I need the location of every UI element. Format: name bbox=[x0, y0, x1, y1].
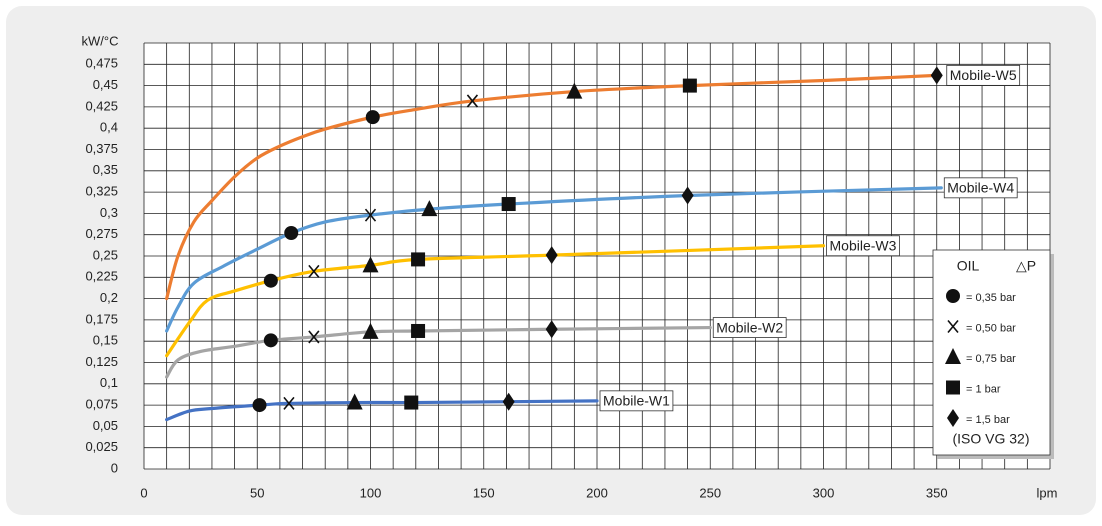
y-tick-label: 0 bbox=[111, 460, 118, 475]
legend-title: OIL bbox=[957, 258, 980, 274]
marker-x bbox=[308, 330, 320, 344]
marker-square bbox=[404, 395, 419, 410]
marker-circle bbox=[365, 110, 380, 125]
legend-note: (ISO VG 32) bbox=[952, 431, 1029, 447]
y-tick-label: 0,1 bbox=[100, 375, 118, 390]
marker-circle bbox=[946, 289, 960, 303]
marker-triangle bbox=[945, 348, 961, 364]
x-tick-label: 350 bbox=[926, 485, 948, 500]
y-tick-label: 0,4 bbox=[100, 120, 118, 135]
y-tick-label: 0,225 bbox=[85, 269, 118, 284]
series-label: Mobile-W2 bbox=[716, 319, 783, 335]
legend-label: = 0,35 bar bbox=[966, 292, 1016, 304]
marker-square bbox=[946, 380, 960, 395]
y-tick-label: 0,25 bbox=[93, 247, 118, 262]
y-tick-label: 0,3 bbox=[100, 205, 118, 220]
y-tick-label: 0,175 bbox=[85, 311, 118, 326]
marker-x bbox=[283, 396, 295, 410]
marker-diamond bbox=[545, 320, 558, 339]
x-tick-label: 250 bbox=[699, 485, 721, 500]
legend: OIL △P = 0,35 bar = 0,50 bar = 0,75 bar = 1 b… bbox=[932, 249, 1054, 459]
series-label-box bbox=[599, 390, 674, 412]
series-label-box bbox=[712, 317, 787, 338]
legend-label: = 0,50 bar bbox=[966, 322, 1016, 334]
series-line bbox=[165, 186, 943, 333]
y-tick-label: 0,2 bbox=[100, 290, 118, 305]
series-label: Mobile-W5 bbox=[950, 67, 1017, 83]
x-tick-label: 0 bbox=[140, 485, 147, 500]
marker-square bbox=[682, 78, 697, 93]
marker-diamond bbox=[930, 66, 943, 85]
y-tick-label: 0,125 bbox=[85, 354, 118, 369]
series-label: Mobile-W4 bbox=[947, 180, 1014, 196]
marker-circle bbox=[263, 273, 278, 288]
x-axis-label: lpm bbox=[1037, 485, 1058, 500]
marker-square bbox=[411, 252, 426, 267]
marker-circle bbox=[252, 398, 267, 413]
marker-x bbox=[947, 319, 959, 334]
y-tick-label: 0,275 bbox=[85, 226, 118, 241]
marker-triangle bbox=[362, 322, 379, 339]
x-tick-label: 50 bbox=[250, 485, 264, 500]
y-tick-label: 0,45 bbox=[93, 77, 118, 92]
marker-diamond bbox=[502, 392, 515, 411]
legend-label: = 1 bar bbox=[966, 383, 1001, 395]
series-label-box bbox=[943, 177, 1018, 199]
series-label: Mobile-W3 bbox=[830, 237, 897, 253]
y-tick-label: 0,475 bbox=[85, 56, 118, 71]
marker-triangle bbox=[566, 82, 583, 99]
marker-square bbox=[411, 323, 426, 338]
legend-label: = 0,75 bar bbox=[966, 353, 1016, 365]
legend-symbol: △P bbox=[1016, 258, 1036, 274]
marker-circle bbox=[263, 333, 278, 348]
marker-diamond bbox=[681, 186, 694, 205]
legend-label: = 1,5 bar bbox=[966, 414, 1010, 426]
y-axis-label: kW/°C bbox=[82, 33, 119, 48]
marker-x bbox=[364, 208, 377, 222]
series-label: Mobile-W1 bbox=[603, 393, 670, 409]
series-line bbox=[165, 244, 826, 358]
series-label-box bbox=[826, 235, 900, 257]
marker-triangle bbox=[421, 200, 438, 217]
marker-triangle bbox=[362, 256, 379, 273]
y-tick-label: 0,35 bbox=[93, 162, 118, 177]
marker-triangle bbox=[346, 393, 363, 410]
marker-square bbox=[501, 197, 516, 212]
y-tick-label: 0,425 bbox=[85, 98, 118, 113]
y-tick-label: 0,025 bbox=[85, 439, 118, 454]
y-tick-label: 0,075 bbox=[85, 397, 118, 412]
marker-diamond bbox=[947, 409, 959, 427]
y-tick-label: 0,15 bbox=[93, 333, 118, 348]
series-line bbox=[165, 399, 599, 422]
marker-x bbox=[308, 264, 320, 278]
x-tick-label: 200 bbox=[586, 485, 608, 500]
y-tick-label: 0,375 bbox=[85, 141, 118, 156]
marker-x bbox=[466, 94, 479, 108]
x-tick-label: 300 bbox=[813, 485, 835, 500]
marker-circle bbox=[284, 225, 299, 240]
marker-diamond bbox=[545, 246, 558, 265]
y-tick-label: 0,05 bbox=[93, 418, 118, 433]
y-tick-label: 0,325 bbox=[85, 184, 118, 199]
x-tick-label: 150 bbox=[473, 485, 495, 500]
x-tick-label: 100 bbox=[360, 485, 382, 500]
series-label-box bbox=[946, 64, 1021, 86]
